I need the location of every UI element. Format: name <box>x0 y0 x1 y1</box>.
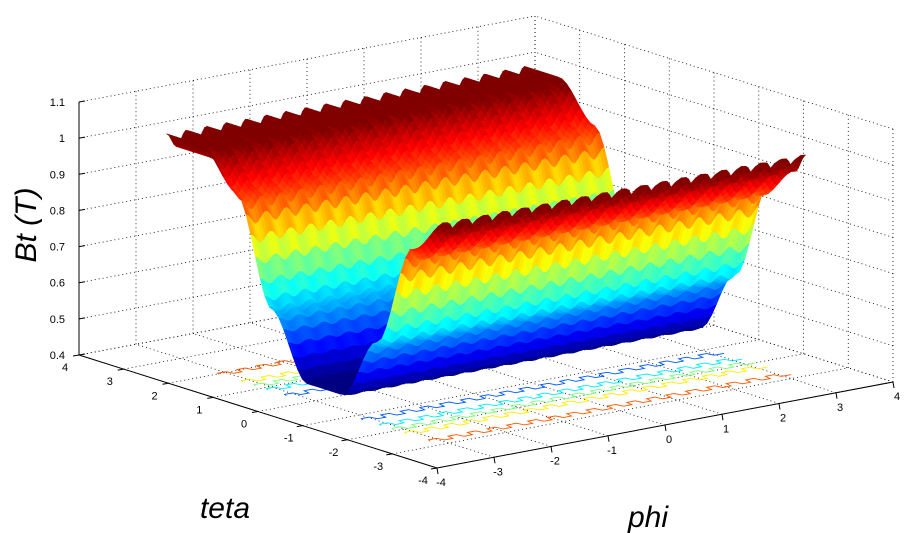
grid-line <box>192 333 552 447</box>
grid-line <box>392 367 849 455</box>
grid-line <box>135 343 495 458</box>
grid-line <box>534 51 894 166</box>
contour-line <box>403 366 768 434</box>
contour-line <box>427 374 792 442</box>
grid-line <box>534 87 894 202</box>
surface-mesh <box>166 65 807 396</box>
contour-line <box>391 362 755 430</box>
contour-line <box>360 352 725 421</box>
grid-line <box>302 339 759 427</box>
grid-line <box>534 15 894 130</box>
contour-line <box>378 358 743 426</box>
